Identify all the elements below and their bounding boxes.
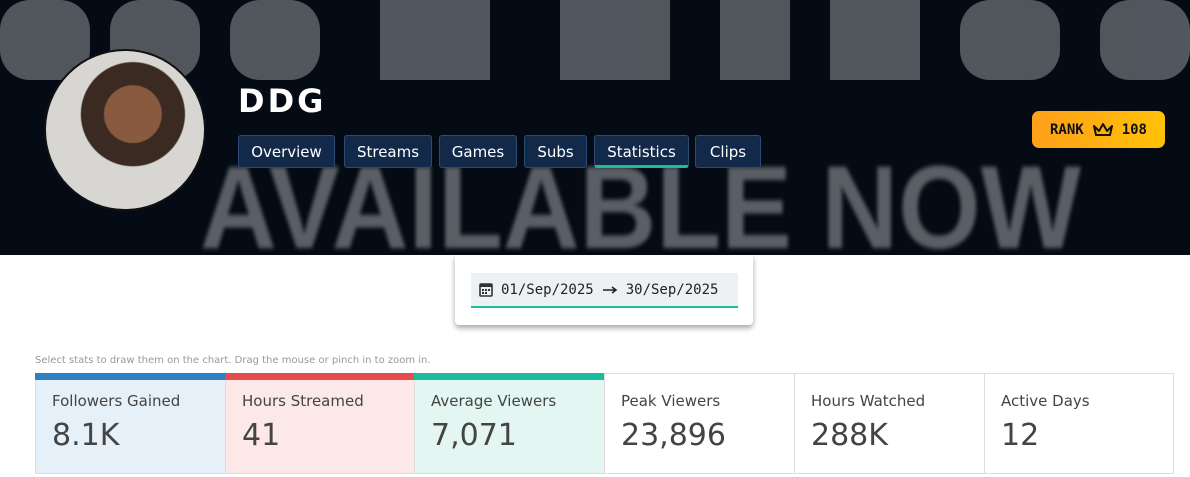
stat-card[interactable]: Average Viewers 7,071 <box>414 373 605 474</box>
date-end: 30/Sep/2025 <box>625 281 719 298</box>
stat-label: Average Viewers <box>431 392 557 410</box>
nav-tab[interactable]: Games <box>439 135 517 168</box>
date-card: 01/Sep/2025 30/Sep/2025 <box>455 255 753 325</box>
date-start: 01/Sep/2025 <box>501 281 594 298</box>
rank-value: 108 <box>1121 121 1147 138</box>
calendar-icon <box>479 283 493 297</box>
nav-tab[interactable]: Streams <box>344 135 432 168</box>
avatar <box>44 49 206 211</box>
stat-color-bar <box>35 373 226 380</box>
stat-card[interactable]: Active Days 12 <box>984 373 1174 474</box>
rank-badge: RANK 108 <box>1032 111 1165 148</box>
stat-label: Hours Streamed <box>242 392 364 410</box>
nav-tab[interactable]: Overview <box>238 135 335 168</box>
stat-label: Peak Viewers <box>621 392 721 410</box>
nav-tab[interactable]: Subs <box>524 135 587 168</box>
stat-card[interactable]: Hours Watched 288K <box>794 373 985 474</box>
stat-label: Followers Gained <box>52 392 181 410</box>
stat-color-bar <box>225 373 415 380</box>
stat-value: 288K <box>811 418 888 453</box>
stat-card[interactable]: Followers Gained 8.1K <box>35 373 226 474</box>
stat-color-bar <box>414 373 605 380</box>
arrow-icon <box>602 285 618 294</box>
banner: AVAILABLE NOW DDG Overview Streams Games Su… <box>0 0 1190 255</box>
stat-card[interactable]: Hours Streamed 41 <box>225 373 415 474</box>
stat-label: Active Days <box>1001 392 1090 410</box>
nav-tab[interactable]: Statistics <box>594 135 689 168</box>
channel-name: DDG <box>238 82 327 120</box>
stat-value: 12 <box>1001 418 1040 453</box>
stat-label: Hours Watched <box>811 392 926 410</box>
banner-art <box>0 0 1190 80</box>
stat-value: 7,071 <box>431 418 517 453</box>
nav-tab[interactable]: Clips <box>695 135 761 168</box>
stat-value: 8.1K <box>52 418 120 453</box>
stat-value: 23,896 <box>621 418 726 453</box>
stat-card[interactable]: Peak Viewers 23,896 <box>604 373 795 474</box>
stat-value: 41 <box>242 418 281 453</box>
date-range-input[interactable]: 01/Sep/2025 30/Sep/2025 <box>471 273 738 308</box>
hint-text: Select stats to draw them on the chart. … <box>35 355 431 366</box>
crown-icon <box>1092 122 1113 136</box>
rank-label: RANK <box>1049 121 1084 138</box>
